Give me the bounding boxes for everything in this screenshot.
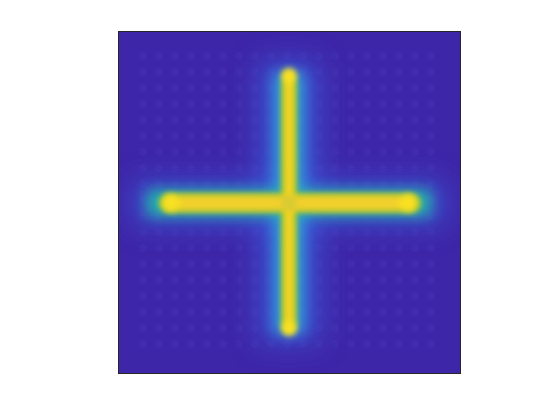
cross-intensity-image [119, 32, 460, 373]
cross-center [281, 195, 297, 211]
image-axes [118, 31, 461, 374]
